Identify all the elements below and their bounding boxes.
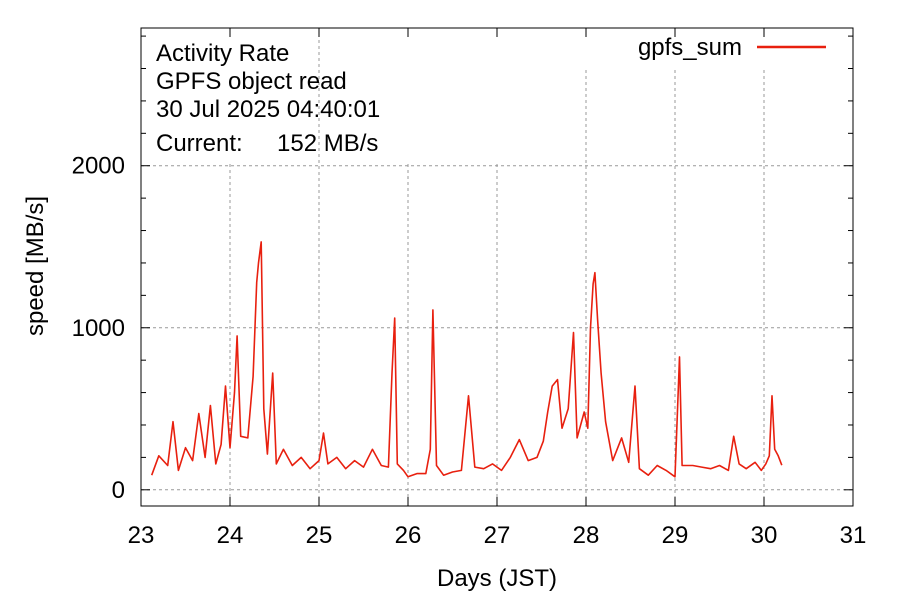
x-tick-label: 23 xyxy=(128,522,155,549)
x-tick-label: 28 xyxy=(573,522,600,549)
x-tick-label: 30 xyxy=(751,522,778,549)
y-tick-label: 1000 xyxy=(72,315,125,342)
x-tick-label: 24 xyxy=(217,522,244,549)
current-value: 152 MB/s xyxy=(277,130,378,157)
axis-ticks: 23 24 25 26 27 28 29 30 31 0 1000 2000 xyxy=(72,28,867,549)
chart-timestamp: 30 Jul 2025 04:40:01 xyxy=(156,96,380,123)
grid-lines xyxy=(141,28,853,506)
x-tick-label: 26 xyxy=(395,522,422,549)
legend-label: gpfs_sum xyxy=(638,34,742,61)
x-tick-label: 25 xyxy=(306,522,333,549)
x-axis-label: Days (JST) xyxy=(437,565,557,592)
y-tick-label: 0 xyxy=(112,477,125,504)
chart-title: Activity Rate xyxy=(156,40,289,67)
x-tick-label: 31 xyxy=(840,522,867,549)
y-tick-label: 2000 xyxy=(72,153,125,180)
x-tick-label: 27 xyxy=(484,522,511,549)
y-axis-label: speed [MB/s] xyxy=(22,196,49,336)
series-line-gpfs_sum xyxy=(150,241,783,478)
current-label: Current: xyxy=(156,130,243,157)
x-tick-label: 29 xyxy=(662,522,689,549)
chart-subtitle: GPFS object read xyxy=(156,68,347,95)
series-layer xyxy=(150,241,783,478)
